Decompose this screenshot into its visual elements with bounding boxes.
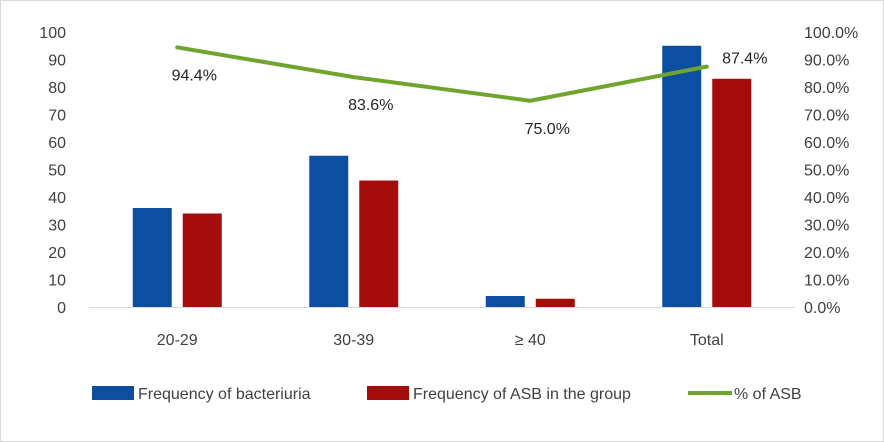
- right-tick-label: 50.0%: [804, 163, 849, 180]
- left-tick-label: 0: [57, 300, 66, 317]
- left-tick-label: 80: [48, 80, 66, 97]
- line-data-label: 94.4%: [172, 67, 217, 84]
- right-tick-label: 0.0%: [804, 300, 840, 317]
- left-tick-label: 30: [48, 218, 66, 235]
- left-axis-ticks: 0 10 20 30 40 50 60 70 80 90 100: [39, 25, 66, 317]
- category-labels: 20-29 30-39 ≥ 40 Total: [157, 332, 724, 349]
- category-label: 20-29: [157, 332, 198, 349]
- left-tick-label: 90: [48, 53, 66, 70]
- left-tick-label: 60: [48, 135, 66, 152]
- data-labels-group: 94.4% 83.6% 75.0% 87.4%: [172, 51, 768, 138]
- line-data-label: 83.6%: [348, 97, 393, 114]
- left-tick-label: 100: [39, 25, 66, 42]
- left-tick-label: 10: [48, 273, 66, 290]
- bar-bacteriuria-3: [662, 45, 702, 307]
- right-tick-label: 10.0%: [804, 273, 849, 290]
- asb-percentage-line: [175, 45, 709, 103]
- bars-group: [132, 45, 752, 307]
- right-tick-label: 70.0%: [804, 108, 849, 125]
- right-tick-label: 60.0%: [804, 135, 849, 152]
- line-data-label: 87.4%: [722, 51, 767, 68]
- right-tick-label: 20.0%: [804, 245, 849, 262]
- left-tick-label: 50: [48, 163, 66, 180]
- bar-asb-3: [712, 78, 752, 307]
- left-tick-label: 20: [48, 245, 66, 262]
- right-tick-label: 100.0%: [804, 25, 858, 42]
- left-tick-label: 40: [48, 190, 66, 207]
- legend-swatch-bacteriuria: [92, 386, 134, 400]
- legend-label-asb-percentage: % of ASB: [734, 386, 802, 403]
- right-tick-label: 40.0%: [804, 190, 849, 207]
- category-label: Total: [690, 332, 724, 349]
- bar-bacteriuria-0: [132, 208, 172, 307]
- category-label: ≥ 40: [515, 332, 546, 349]
- bar-asb-1: [359, 180, 399, 307]
- bar-bacteriuria-1: [309, 155, 349, 307]
- legend-label-bacteriuria: Frequency of bacteriuria: [138, 386, 311, 403]
- legend-label-asb: Frequency of ASB in the group: [413, 386, 631, 403]
- bar-bacteriuria-2: [485, 296, 525, 307]
- legend-swatch-asb: [367, 386, 409, 400]
- right-tick-label: 80.0%: [804, 80, 849, 97]
- category-label: 30-39: [333, 332, 374, 349]
- right-tick-label: 90.0%: [804, 53, 849, 70]
- right-tick-label: 30.0%: [804, 218, 849, 235]
- right-axis-ticks: 0.0% 10.0% 20.0% 30.0% 40.0% 50.0% 60.0% 70.0% 8…: [804, 25, 858, 317]
- line-series-group: [175, 45, 709, 103]
- left-tick-label: 70: [48, 108, 66, 125]
- bar-asb-2: [535, 298, 575, 307]
- legend: Frequency of bacteriuria Frequency of ASB…: [92, 386, 802, 403]
- bar-asb-0: [182, 213, 222, 307]
- line-data-label: 75.0%: [525, 121, 570, 138]
